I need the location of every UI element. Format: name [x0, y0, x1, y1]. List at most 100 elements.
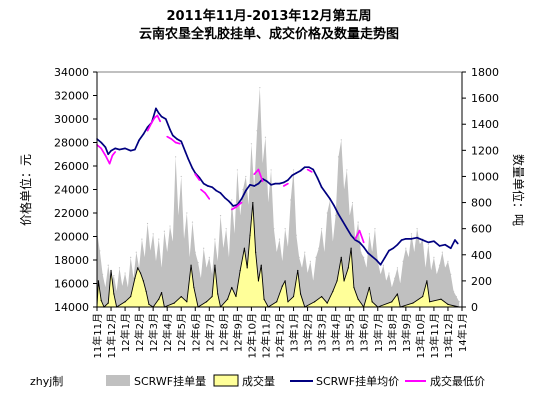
listing-avg-price-point [191, 167, 194, 170]
deal-min-price-point [179, 142, 181, 145]
listing-avg-price-point [433, 240, 435, 242]
listing-avg-price-point [287, 179, 289, 181]
listing-avg-price-point [118, 148, 121, 151]
listing-volume-point [430, 269, 432, 272]
y-left-tick-label: 32000 [54, 90, 89, 103]
listing-volume-point [130, 256, 132, 258]
listing-volume-point [346, 169, 348, 171]
listing-volume-point [368, 233, 370, 235]
listing-volume-point [452, 290, 455, 292]
listing-avg-price-point [379, 263, 382, 266]
deal-min-price-point [235, 206, 237, 208]
x-tick-label: 12年5月 [175, 313, 188, 352]
listing-avg-price-point [134, 148, 136, 151]
deal-min-price-point [156, 114, 159, 117]
deal-volume-point [284, 280, 286, 282]
listing-avg-price-point [375, 259, 378, 261]
listing-avg-price-point [257, 182, 260, 185]
deal-volume-point [180, 295, 182, 298]
listing-volume-point [219, 215, 222, 217]
listing-avg-price-point [249, 184, 251, 186]
listing-volume-point [441, 251, 443, 253]
deal-volume-point [391, 301, 393, 303]
deal-volume-point [357, 298, 359, 300]
y-right-tick-label: 1400 [471, 118, 499, 131]
listing-avg-price-point [295, 172, 298, 174]
deal-min-price-point [170, 138, 173, 140]
listing-volume-point [231, 199, 233, 201]
listing-volume-point [259, 87, 261, 89]
y-right-tick-label: 1000 [471, 170, 499, 183]
deal-min-price-point [230, 208, 233, 211]
deal-volume-point [205, 301, 208, 303]
listing-avg-price-point [223, 196, 226, 199]
y-left-tick-label: 20000 [54, 231, 89, 244]
listing-volume-point [337, 156, 340, 158]
listing-avg-price-point [325, 192, 327, 194]
deal-min-price-point [114, 151, 117, 153]
listing-avg-price-point [142, 133, 145, 136]
listing-avg-price-point [396, 243, 399, 246]
listing-volume-point [163, 230, 165, 232]
x-tick-label: 12年11月 [259, 313, 272, 358]
deal-volume-point [107, 302, 109, 304]
deal-min-price-line [166, 135, 181, 145]
listing-volume-point [155, 260, 157, 262]
listing-avg-price-point [392, 247, 395, 250]
x-tick-label: 12年7月 [203, 313, 216, 352]
x-tick-label: 12年9月 [231, 313, 244, 352]
deal-volume-point [396, 293, 399, 295]
deal-min-price-point [354, 238, 357, 240]
listing-volume-point [194, 251, 196, 253]
listing-volume-point [438, 264, 441, 266]
listing-avg-price-point [346, 227, 348, 230]
deal-min-price-point [282, 185, 285, 187]
listing-volume-point [304, 251, 306, 253]
listing-avg-price-point [100, 141, 103, 144]
listing-volume-point [197, 262, 199, 264]
deal-volume-point [353, 286, 355, 289]
listing-avg-price-point [129, 149, 132, 152]
deal-volume-point [173, 302, 175, 304]
listing-volume-point [180, 175, 182, 178]
listing-volume-point [458, 301, 460, 303]
listing-avg-price-point [282, 181, 285, 184]
y-right-tick-label: 1200 [471, 144, 499, 157]
y-right-tick-label: 600 [471, 223, 492, 236]
listing-volume-point [248, 204, 250, 206]
listing-volume-point [256, 130, 258, 132]
listing-avg-price-point [215, 189, 218, 192]
listing-volume-point [149, 250, 151, 252]
listing-volume-point [427, 243, 429, 245]
listing-avg-price-point [194, 172, 197, 174]
x-tick-label: 13年8月 [386, 313, 399, 352]
deal-volume-point [368, 286, 370, 289]
listing-volume-point [189, 256, 191, 258]
listing-volume-point [127, 286, 129, 289]
deal-min-price-point [208, 198, 211, 200]
deal-volume-point [336, 280, 338, 282]
listing-avg-price-point [245, 189, 247, 192]
listing-volume-point [264, 136, 267, 138]
listing-volume-point [104, 286, 107, 289]
listing-volume-point [357, 221, 359, 223]
y-axis-left-title: 价格单位：元 [18, 154, 33, 226]
deal-volume-point [142, 280, 144, 282]
listing-volume-point [436, 273, 438, 275]
deal-volume-point [130, 295, 132, 298]
x-tick-label: 11年12月 [105, 313, 118, 358]
listing-avg-price-point [172, 134, 174, 137]
listing-volume-point [158, 238, 160, 240]
x-tick-label: 13年4月 [330, 313, 343, 352]
listing-volume-point [191, 221, 194, 223]
deal-volume-point [186, 301, 188, 303]
listing-volume-point [160, 267, 163, 269]
y-right-tick-label: 0 [471, 301, 478, 314]
deal-min-price-point [153, 117, 156, 119]
deal-volume-point [139, 272, 142, 274]
listing-avg-price-point [308, 166, 310, 168]
listing-volume-point [351, 201, 354, 204]
listing-volume-point [306, 272, 309, 274]
listing-avg-price-point [157, 112, 160, 114]
listing-avg-price-point [362, 246, 365, 248]
